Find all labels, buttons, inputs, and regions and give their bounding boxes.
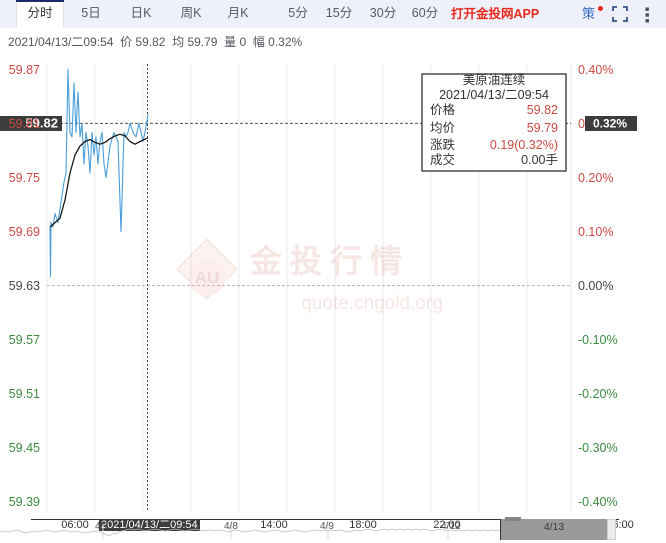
svg-text:59.87: 59.87 (9, 63, 40, 77)
svg-text:59.75: 59.75 (9, 171, 40, 185)
svg-text:59.45: 59.45 (9, 441, 40, 455)
svg-text:59.63: 59.63 (9, 279, 40, 293)
svg-text:-0.40%: -0.40% (578, 495, 618, 509)
svg-text:59.79: 59.79 (527, 121, 558, 135)
svg-text:0.32%: 0.32% (593, 117, 627, 131)
svg-text:quote.cngold.org: quote.cngold.org (301, 293, 443, 314)
svg-text:2021/04/13/二09:54: 2021/04/13/二09:54 (439, 88, 549, 102)
svg-text:59.81: 59.81 (9, 117, 40, 131)
svg-text:59.82: 59.82 (527, 103, 558, 117)
svg-text:59.39: 59.39 (9, 495, 40, 509)
svg-text:涨跌: 涨跌 (430, 137, 456, 152)
svg-text:0.00手: 0.00手 (521, 153, 558, 167)
svg-text:0.40%: 0.40% (578, 63, 613, 77)
svg-text:-0.20%: -0.20% (578, 387, 618, 401)
svg-text:AU: AU (195, 268, 220, 287)
svg-text:0.20%: 0.20% (578, 171, 613, 185)
svg-text:59.57: 59.57 (9, 333, 40, 347)
svg-text:美原油连续: 美原油连续 (463, 72, 526, 87)
svg-text:均价: 均价 (430, 121, 456, 135)
svg-text:-0.10%: -0.10% (578, 333, 618, 347)
svg-text:0.00%: 0.00% (578, 279, 613, 293)
svg-text:59.69: 59.69 (9, 225, 40, 239)
svg-text:0.19(0.32%): 0.19(0.32%) (490, 138, 558, 152)
svg-text:59.51: 59.51 (9, 387, 40, 401)
svg-text:-0.30%: -0.30% (578, 441, 618, 455)
svg-text:0.10%: 0.10% (578, 225, 613, 239)
svg-text:金投行情: 金投行情 (249, 243, 410, 279)
svg-text:价格: 价格 (430, 102, 456, 117)
svg-text:成交: 成交 (430, 152, 455, 167)
